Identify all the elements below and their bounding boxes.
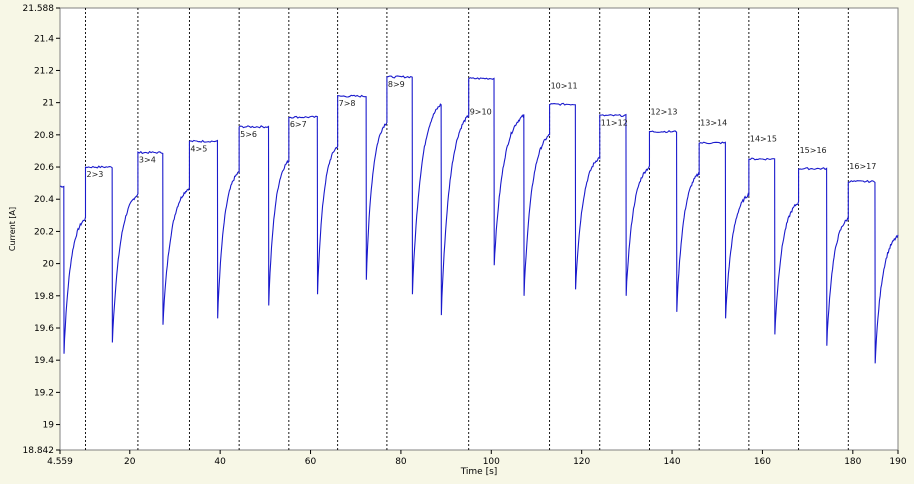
marker-label-14: 15>16 bbox=[800, 146, 827, 155]
x-tick-label: 20 bbox=[124, 457, 136, 467]
marker-label-13: 14>15 bbox=[750, 135, 777, 144]
marker-label-6: 7>8 bbox=[339, 99, 356, 108]
marker-label-2: 3>4 bbox=[139, 156, 156, 165]
x-axis-ticks: 4.559 20 40 60 80 100 120 140 160 180 190 bbox=[47, 450, 907, 467]
x-tick-label: 120 bbox=[573, 457, 590, 467]
y-tick-label: 21.588 bbox=[23, 4, 55, 14]
marker-label-9: 10>11 bbox=[551, 82, 578, 91]
y-tick-label: 19.2 bbox=[34, 388, 54, 398]
y-tick-label: 21.2 bbox=[34, 66, 54, 76]
x-tick-label: 80 bbox=[395, 457, 407, 467]
y-tick-label: 20.2 bbox=[34, 227, 54, 237]
marker-label-1: 2>3 bbox=[86, 170, 103, 179]
y-axis-label: Current [A] bbox=[8, 207, 17, 251]
x-tick-label: 60 bbox=[305, 457, 317, 467]
y-tick-label: 20.6 bbox=[34, 163, 54, 173]
marker-label-12: 13>14 bbox=[700, 119, 727, 128]
y-tick-label: 19.4 bbox=[34, 356, 54, 366]
x-tick-label: 4.559 bbox=[47, 457, 73, 467]
marker-label-8: 9>10 bbox=[470, 107, 492, 116]
marker-label-10: 11>12 bbox=[601, 119, 628, 128]
current-series-line bbox=[59, 75, 899, 364]
y-tick-label: 20.8 bbox=[34, 131, 54, 141]
series-group bbox=[59, 75, 899, 364]
marker-label-4: 5>6 bbox=[240, 130, 257, 139]
x-tick-label: 40 bbox=[214, 457, 226, 467]
y-axis-ticks: 18.842 19 19.2 19.4 19.6 19.8 20 20.2 20.4 20.6 20… bbox=[23, 4, 60, 456]
y-tick-label: 20 bbox=[43, 260, 55, 270]
marker-label-3: 4>5 bbox=[190, 144, 207, 153]
x-tick-label: 100 bbox=[483, 457, 500, 467]
marker-label-5: 6>7 bbox=[290, 120, 307, 129]
y-tick-label: 18.842 bbox=[23, 446, 55, 456]
x-tick-label: 160 bbox=[754, 457, 771, 467]
marker-label-15: 16>17 bbox=[849, 162, 876, 171]
plot-area bbox=[59, 7, 899, 451]
x-axis-label: Time [s] bbox=[460, 467, 498, 477]
y-tick-label: 20.4 bbox=[34, 195, 54, 205]
y-tick-label: 21.4 bbox=[34, 34, 54, 44]
y-tick-label: 19.8 bbox=[34, 292, 54, 302]
y-tick-label: 19 bbox=[43, 421, 55, 431]
x-tick-label: 180 bbox=[844, 457, 861, 467]
marker-label-11: 12>13 bbox=[650, 107, 677, 116]
x-tick-label: 190 bbox=[889, 457, 906, 467]
x-tick-label: 140 bbox=[663, 457, 680, 467]
y-tick-label: 19.6 bbox=[34, 324, 54, 334]
marker-label-7: 8>9 bbox=[388, 80, 405, 89]
marker-labels: 2>3 3>4 4>5 5>6 6>7 7>8 8>9 9>10 10>11 11>12 12>13… bbox=[86, 80, 876, 179]
y-tick-label: 21 bbox=[43, 99, 54, 109]
